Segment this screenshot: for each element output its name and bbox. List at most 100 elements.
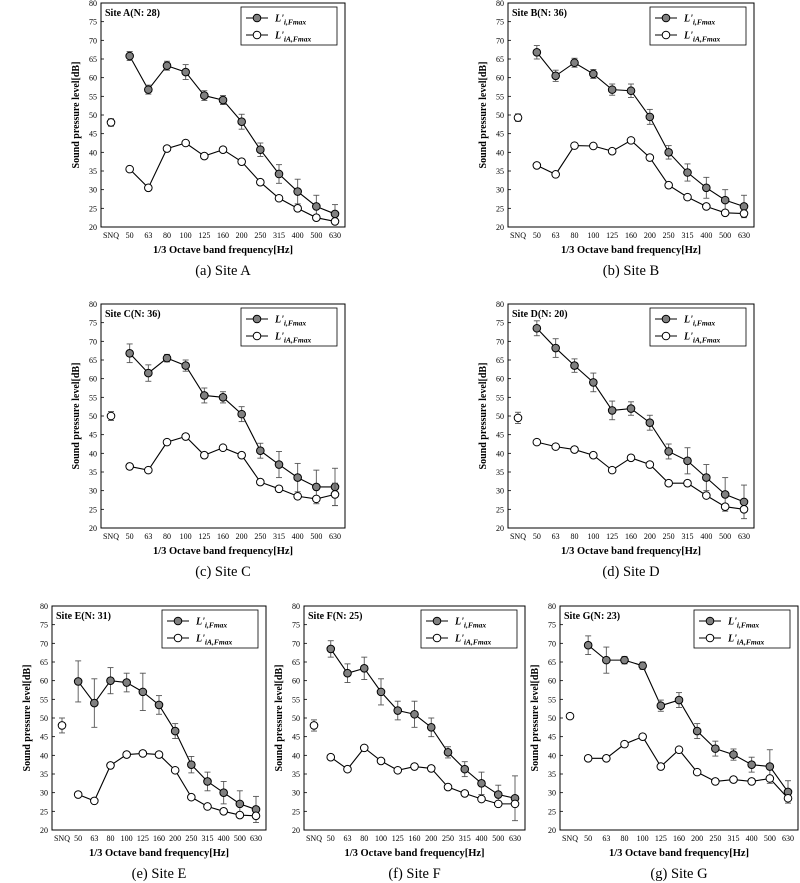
legend-label: L'i,Fmax bbox=[274, 315, 306, 328]
y-tick-label: 45 bbox=[496, 130, 504, 139]
chart-panel-a: 20 25 30 35 40 45 50 55 60 65 70 75 80 SNQ 50 63 80 100 12… bbox=[71, 0, 346, 279]
data-point bbox=[739, 209, 749, 218]
x-axis-label: 1/3 Octave band frequency[Hz] bbox=[153, 245, 293, 256]
data-point bbox=[200, 450, 209, 460]
data-point bbox=[144, 465, 153, 475]
series-li-fmax bbox=[532, 45, 749, 219]
data-point bbox=[162, 437, 172, 447]
x-tick-label: 500 bbox=[764, 834, 776, 843]
series-line bbox=[77, 752, 257, 817]
y-tick-label: 25 bbox=[496, 505, 504, 514]
legend: L'i,Fmax L'iA,Fmax bbox=[240, 6, 338, 46]
data-point bbox=[181, 361, 190, 370]
series-line bbox=[77, 680, 257, 810]
series-li-fmax bbox=[326, 640, 520, 822]
y-tick-label: 55 bbox=[496, 393, 504, 402]
x-axis-label: 1/3 Octave band frequency[Hz] bbox=[344, 848, 484, 859]
data-point bbox=[330, 490, 340, 499]
series-line bbox=[330, 648, 516, 799]
x-tick-label: SNQ bbox=[562, 834, 578, 843]
legend-marker bbox=[432, 633, 442, 643]
data-point bbox=[692, 767, 702, 777]
data-point bbox=[638, 661, 647, 671]
x-tick-label: 160 bbox=[625, 231, 637, 240]
legend-marker bbox=[252, 30, 262, 40]
x-tick-label: 630 bbox=[738, 532, 750, 541]
y-tick-label: 35 bbox=[40, 770, 48, 779]
y-tick-label: 70 bbox=[40, 639, 48, 648]
series-lia-fmax bbox=[57, 717, 261, 821]
legend-label: L'iA,Fmax bbox=[683, 332, 720, 345]
series-line bbox=[536, 51, 745, 207]
data-point bbox=[256, 145, 265, 155]
x-tick-label: 125 bbox=[198, 532, 210, 541]
x-tick-label: 200 bbox=[691, 834, 703, 843]
y-tick-label: 80 bbox=[89, 0, 97, 8]
legend-label: L'iA,Fmax bbox=[683, 31, 720, 44]
series-line bbox=[129, 352, 335, 488]
legend-label: L'i,Fmax bbox=[274, 14, 306, 27]
data-point bbox=[57, 721, 67, 730]
site-title: Site E(N: 31) bbox=[56, 611, 111, 622]
y-tick-label: 25 bbox=[89, 505, 97, 514]
y-tick-label: 20 bbox=[292, 826, 300, 835]
data-point bbox=[170, 765, 180, 775]
chart-panel-g: 20 25 30 35 40 45 50 55 60 65 70 75 80 SNQ 50 63 80 100 12… bbox=[530, 602, 799, 882]
data-point bbox=[200, 151, 209, 161]
legend-label: L'iA,Fmax bbox=[454, 634, 491, 647]
data-point bbox=[274, 193, 284, 203]
legend-marker bbox=[432, 616, 442, 626]
x-tick-label: 500 bbox=[719, 532, 731, 541]
y-tick-label: 70 bbox=[548, 639, 556, 648]
y-tick-label: 40 bbox=[496, 449, 504, 458]
data-point bbox=[551, 343, 560, 353]
x-tick-label: 100 bbox=[587, 231, 599, 240]
series-lia-fmax bbox=[309, 719, 520, 809]
y-tick-label: 50 bbox=[89, 412, 97, 421]
x-tick-label: 500 bbox=[234, 834, 246, 843]
y-tick-label: 50 bbox=[548, 714, 556, 723]
data-point bbox=[443, 782, 453, 792]
data-point bbox=[683, 192, 692, 202]
panel-caption: (c) Site C bbox=[195, 564, 251, 580]
data-point bbox=[90, 698, 99, 708]
legend-marker bbox=[173, 633, 183, 643]
x-tick-label: 630 bbox=[329, 532, 341, 541]
y-tick-label: 30 bbox=[89, 487, 97, 496]
data-point bbox=[729, 775, 738, 784]
data-point bbox=[237, 157, 246, 166]
y-tick-label: 35 bbox=[496, 167, 504, 176]
x-tick-label: 400 bbox=[218, 834, 230, 843]
series-line bbox=[587, 644, 789, 793]
x-axis-label: 1/3 Octave band frequency[Hz] bbox=[153, 546, 293, 557]
x-tick-label: 250 bbox=[663, 532, 675, 541]
x-tick-label: 125 bbox=[137, 834, 149, 843]
data-point bbox=[645, 112, 655, 122]
data-point bbox=[711, 744, 720, 753]
data-point bbox=[638, 732, 647, 741]
data-point bbox=[73, 790, 83, 799]
data-point bbox=[293, 491, 302, 501]
series-lia-fmax bbox=[106, 118, 340, 226]
legend-label: L'iA,Fmax bbox=[274, 31, 311, 44]
x-tick-label: 315 bbox=[459, 834, 471, 843]
y-tick-label: 45 bbox=[292, 733, 300, 742]
data-point bbox=[739, 497, 749, 507]
data-point bbox=[729, 750, 738, 759]
legend: L'i,Fmax L'iA,Fmax bbox=[420, 609, 518, 649]
data-point bbox=[683, 456, 692, 466]
data-point bbox=[570, 361, 579, 370]
x-tick-label: 50 bbox=[584, 834, 592, 843]
data-point bbox=[702, 183, 711, 193]
data-point bbox=[326, 752, 336, 762]
y-axis-label: Sound pressure level[dB] bbox=[530, 665, 541, 772]
data-point bbox=[720, 195, 730, 205]
x-tick-label: 160 bbox=[409, 834, 421, 843]
y-tick-label: 65 bbox=[40, 658, 48, 667]
x-tick-label: 125 bbox=[606, 231, 618, 240]
legend-marker bbox=[705, 616, 715, 626]
data-point bbox=[274, 169, 284, 179]
legend-marker bbox=[252, 331, 262, 341]
y-tick-label: 65 bbox=[292, 658, 300, 667]
data-point bbox=[200, 391, 209, 400]
